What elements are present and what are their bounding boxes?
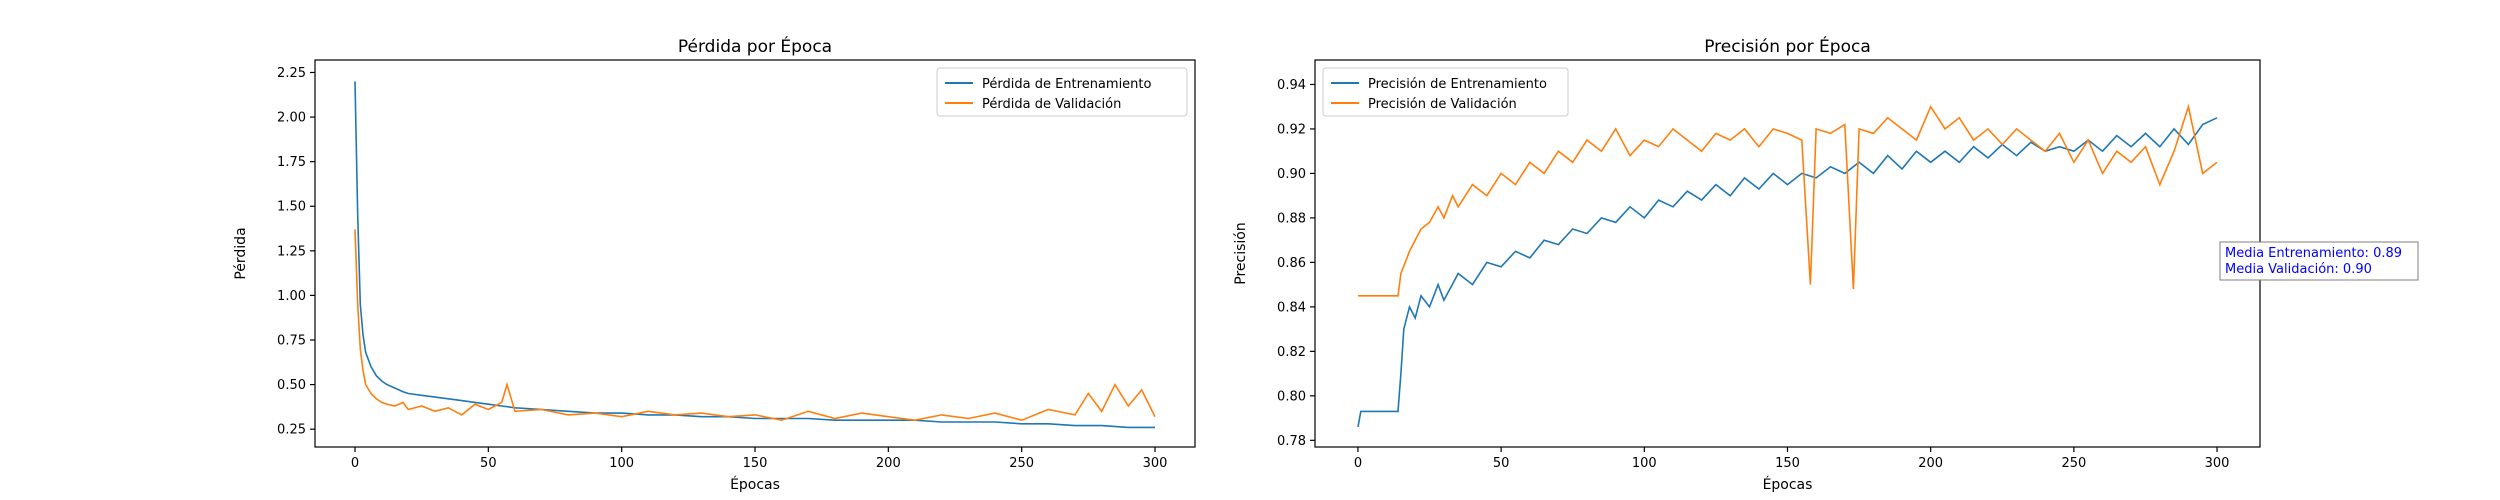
y-tick-label: 0.84 (1277, 300, 1306, 315)
chart-panel-1: Pérdida por Época Épocas Pérdida 0 50 100 150 2… (233, 35, 1196, 493)
y-tick-label: 2.25 (277, 66, 306, 81)
legend-label-2: Precisión de Validación (1368, 97, 1517, 112)
annotation-box (2219, 241, 2419, 281)
y-tick-label: 0.50 (277, 378, 306, 393)
x-tick-label: 50 (1493, 456, 1510, 471)
y-tick-label: 0.90 (1277, 167, 1306, 182)
plot-frame (314, 59, 1196, 448)
annotation-line-1: Media Entrenamiento: 0.89 (2225, 246, 2402, 261)
x-axis-label: Épocas (1763, 476, 1813, 493)
chart-panel-2: Precisión por Época Épocas Precisión 0 50 100… (1233, 35, 2419, 493)
legend-label-1: Pérdida de Entrenamiento (982, 77, 1152, 92)
x-tick-label: 300 (2205, 456, 2230, 471)
y-tick-label: 0.92 (1277, 122, 1306, 137)
y-tick-label: 0.86 (1277, 256, 1306, 271)
y-tick-label: 0.82 (1277, 345, 1306, 360)
legend-frame (936, 67, 1188, 117)
y-axis-label: Precisión (1233, 222, 1249, 284)
legend: Pérdida de Entrenamiento Pérdida de Valid… (936, 67, 1188, 117)
x-tick-label: 150 (743, 456, 768, 471)
y-tick-label: 2.00 (277, 111, 306, 126)
x-tick-label: 100 (609, 456, 634, 471)
chart-title: Precisión por Época (1704, 35, 1871, 57)
y-tick-label: 0.78 (1277, 434, 1306, 449)
x-tick-label: 100 (1632, 456, 1657, 471)
y-tick-label: 0.80 (1277, 389, 1306, 404)
y-tick-label: 0.94 (1277, 78, 1306, 93)
x-tick-label: 0 (1354, 456, 1362, 471)
x-tick-label: 0 (351, 456, 359, 471)
y-tick-label: 1.50 (277, 200, 306, 215)
x-tick-label: 200 (876, 456, 901, 471)
y-tick-label: 1.00 (277, 289, 306, 304)
y-tick-label: 1.25 (277, 244, 306, 259)
legend: Precisión de Entrenamiento Precisión de V… (1322, 67, 1569, 117)
x-tick-label: 250 (1009, 456, 1034, 471)
x-axis-label: Épocas (730, 476, 780, 493)
series-line-1 (1357, 117, 2218, 428)
y-tick-label: 0.25 (277, 423, 306, 438)
y-tick-label: 1.75 (277, 155, 306, 170)
x-tick-label: 150 (1775, 456, 1800, 471)
x-tick-label: 300 (1143, 456, 1168, 471)
x-tick-label: 50 (480, 456, 497, 471)
legend-label-2: Pérdida de Validación (982, 97, 1121, 112)
legend-frame (1322, 67, 1569, 117)
plot-frame (1314, 59, 2261, 448)
chart-title: Pérdida por Época (678, 35, 832, 57)
y-tick-label: 0.75 (277, 333, 306, 348)
series-line-2 (1358, 103, 2218, 297)
y-tick-label: 0.88 (1277, 211, 1306, 226)
x-tick-label: 200 (1918, 456, 1943, 471)
y-axis-label: Pérdida (233, 227, 249, 279)
series-line-1 (354, 81, 1155, 429)
legend-label-1: Precisión de Entrenamiento (1368, 77, 1547, 92)
series-line-2 (354, 229, 1156, 422)
annotation-line-2: Media Validación: 0.90 (2225, 262, 2372, 277)
x-tick-label: 250 (2061, 456, 2086, 471)
